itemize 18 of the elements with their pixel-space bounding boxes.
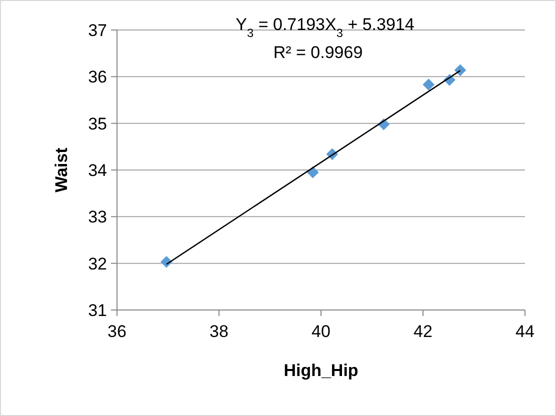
x-axis-title: High_Hip	[284, 361, 358, 380]
y-tick-label: 36	[88, 68, 107, 87]
x-tick-label: 38	[210, 322, 228, 341]
y-axis-title: Waist	[52, 147, 71, 192]
x-tick-label: 40	[312, 322, 330, 341]
x-tick-label: 42	[414, 322, 432, 341]
y-tick-label: 33	[88, 208, 107, 227]
point	[454, 64, 466, 76]
y-tick-label: 32	[88, 254, 107, 274]
y-tick-label: 34	[88, 160, 107, 180]
annotation: R² = 0.9969	[273, 43, 363, 62]
annotation: Y$_{3}$ = 0.7193X$_{3}$ + 5.3914	[236, 15, 414, 40]
point	[422, 78, 435, 91]
x-tick-label: 36	[108, 322, 126, 341]
y-tick-label: 37	[88, 20, 107, 40]
y-tick-label: 35	[88, 114, 107, 134]
y-tick-label: 31	[88, 300, 107, 320]
x-tick-label: 44	[516, 322, 534, 341]
